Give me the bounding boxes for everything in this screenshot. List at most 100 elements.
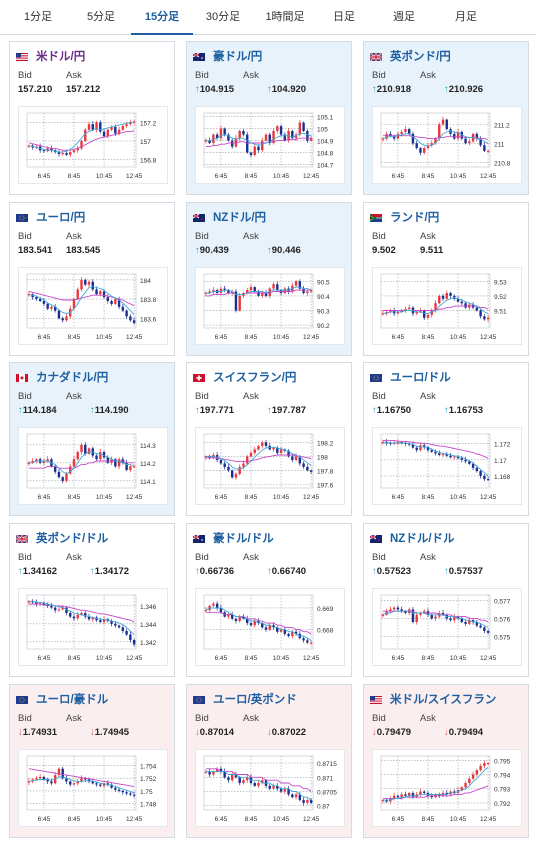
candle-body (434, 451, 437, 454)
tab-5min[interactable]: 5分足 (86, 11, 116, 23)
mini-chart[interactable]: 9.53 9.52 9.51 6:45 8:45 10:45 12:45 (372, 267, 522, 345)
x-tick-label: 12:45 (126, 494, 143, 501)
pair-name-link[interactable]: ユーロ/ドル (390, 372, 451, 384)
mini-chart[interactable]: 0.577 0.576 0.575 6:45 8:45 10:45 12:45 (372, 588, 522, 666)
x-tick-label: 12:45 (303, 494, 320, 501)
pair-name-link[interactable]: カナダドル/円 (36, 372, 109, 384)
ask-label: Ask (243, 713, 259, 724)
bid-label: Bid (18, 713, 32, 724)
candle-body (261, 780, 264, 783)
ask-number: 0.57537 (448, 566, 484, 577)
mini-chart[interactable]: 1.172 1.17 1.168 6:45 8:45 10:45 12:45 (372, 427, 522, 505)
pair-name-link[interactable]: スイスフラン/円 (213, 372, 297, 384)
tab-30min[interactable]: 30分足 (205, 11, 241, 23)
candle-body (423, 445, 426, 447)
candle-body (449, 292, 452, 296)
pair-name-link[interactable]: ランド/円 (390, 212, 440, 224)
mini-chart[interactable]: 1.754 1.752 1.75 1.748 6:45 8:45 10:45 12:45 (18, 749, 168, 827)
ask-label: Ask (243, 552, 259, 563)
ask-number: 0.87022 (271, 727, 307, 738)
bid-label: Bid (372, 70, 386, 81)
plot-frame (380, 112, 491, 168)
candle-body (57, 768, 61, 776)
candle-body (261, 442, 264, 446)
pair-name-link[interactable]: ユーロ/円 (36, 212, 86, 224)
candle-body (423, 310, 426, 318)
candle-body (84, 778, 87, 780)
mini-chart[interactable]: 211.2 211 210.8 6:45 8:45 10:45 12:45 (372, 106, 522, 184)
mini-chart[interactable]: 105.1 105 104.9 104.8 104.7 6:45 8:45 10:45 12:4… (195, 106, 345, 184)
candle-body (27, 601, 31, 603)
candle-body (223, 288, 226, 291)
tab-15min[interactable]: 15分足 (131, 0, 193, 35)
candle-body (125, 310, 128, 317)
x-tick-label: 12:45 (480, 655, 497, 662)
candle-body (272, 625, 275, 628)
candle-body (430, 795, 433, 798)
ask-label: Ask (420, 231, 436, 242)
bid-label: Bid (18, 391, 32, 402)
mini-chart[interactable]: 114.3 114.2 114.1 6:45 8:45 10:45 12:45 (18, 427, 168, 505)
pair-name-link[interactable]: ユーロ/英ポンド (213, 694, 297, 706)
candle-body (42, 461, 46, 463)
candle-body (212, 134, 215, 143)
tab-weekly[interactable]: 週足 (393, 11, 415, 23)
y-tick-label: 104.8 (317, 151, 334, 158)
mini-chart[interactable]: 1.346 1.344 1.342 6:45 8:45 10:45 12:45 (18, 588, 168, 666)
tab-1min[interactable]: 1分足 (23, 11, 53, 23)
candle-body (411, 609, 415, 622)
candle-body (411, 444, 415, 448)
pair-name-link[interactable]: NZドル/ドル (390, 533, 455, 545)
candle-body (132, 640, 136, 645)
candle-body (65, 316, 68, 321)
candle-body (483, 475, 486, 480)
pair-name-link[interactable]: ユーロ/豪ドル (36, 694, 109, 706)
mini-chart[interactable]: 90.5 90.4 90.3 90.2 6:45 8:45 10:45 12:45 (195, 267, 345, 345)
mini-chart[interactable]: 198.2 198 197.8 197.6 6:45 8:45 10:45 12:45 (195, 427, 345, 505)
plot-frame (26, 755, 137, 811)
pair-name-link[interactable]: NZドル/円 (213, 212, 267, 224)
bid-label: Bid (372, 231, 386, 242)
candle-body (468, 620, 471, 624)
pair-card-usd-jpy: 米ドル/円 Bid Ask 157.210 157.212 157.2 157 156.8 6:… (9, 41, 175, 195)
mini-chart[interactable]: 0.8715 0.871 0.8705 0.87 6:45 8:45 10:45 12:45 (195, 749, 345, 827)
pair-name-link[interactable]: 米ドル/スイスフラン (390, 694, 497, 706)
candle-body (381, 138, 385, 140)
pair-name-link[interactable]: 米ドル/円 (36, 51, 86, 63)
mini-chart[interactable]: 184 183.8 183.6 6:45 8:45 10:45 12:45 (18, 267, 168, 345)
x-tick-label: 10:45 (450, 173, 467, 180)
y-tick-label: 90.3 (317, 308, 330, 315)
mini-chart[interactable]: 0.795 0.794 0.793 0.792 6:45 8:45 10:45 12:45 (372, 749, 522, 827)
arrow-up-icon: ↑ (444, 566, 449, 577)
mini-chart[interactable]: 157.2 157 156.8 6:45 8:45 10:45 12:45 (18, 106, 168, 184)
ask-number: 197.787 (271, 405, 307, 416)
arrow-up-icon: ↑ (90, 566, 95, 577)
mini-chart[interactable]: 0.669 0.668 6:45 8:45 10:45 12:45 (195, 588, 345, 666)
candle-body (230, 291, 234, 293)
moving-average-short (28, 286, 135, 315)
candle-body (110, 126, 113, 130)
candle-body (132, 794, 136, 796)
candle-body (99, 620, 102, 622)
tab-daily[interactable]: 日足 (333, 11, 355, 23)
candle-body (117, 789, 121, 791)
pair-name-link[interactable]: 英ポンド/円 (390, 51, 451, 63)
pair-name-link[interactable]: 豪ドル/ドル (213, 533, 274, 545)
candle-body (475, 770, 479, 775)
pair-name-link[interactable]: 英ポンド/ドル (36, 533, 109, 545)
candle-body (72, 459, 76, 467)
y-tick-label: 210.8 (494, 160, 511, 167)
y-tick-label: 156.8 (140, 158, 157, 165)
bid-number: 0.57523 (376, 566, 412, 577)
candle-body (212, 290, 215, 292)
tab-monthly[interactable]: 月足 (455, 11, 477, 23)
x-tick-label: 8:45 (68, 816, 81, 823)
candle-body (227, 614, 230, 617)
x-tick-label: 6:45 (215, 334, 228, 341)
x-tick-label: 6:45 (38, 334, 51, 341)
candle-body (42, 301, 46, 304)
candle-body (441, 119, 445, 125)
candle-body (309, 138, 313, 141)
pair-name-link[interactable]: 豪ドル/円 (213, 51, 263, 63)
tab-1hour[interactable]: 1時間足 (265, 11, 305, 23)
